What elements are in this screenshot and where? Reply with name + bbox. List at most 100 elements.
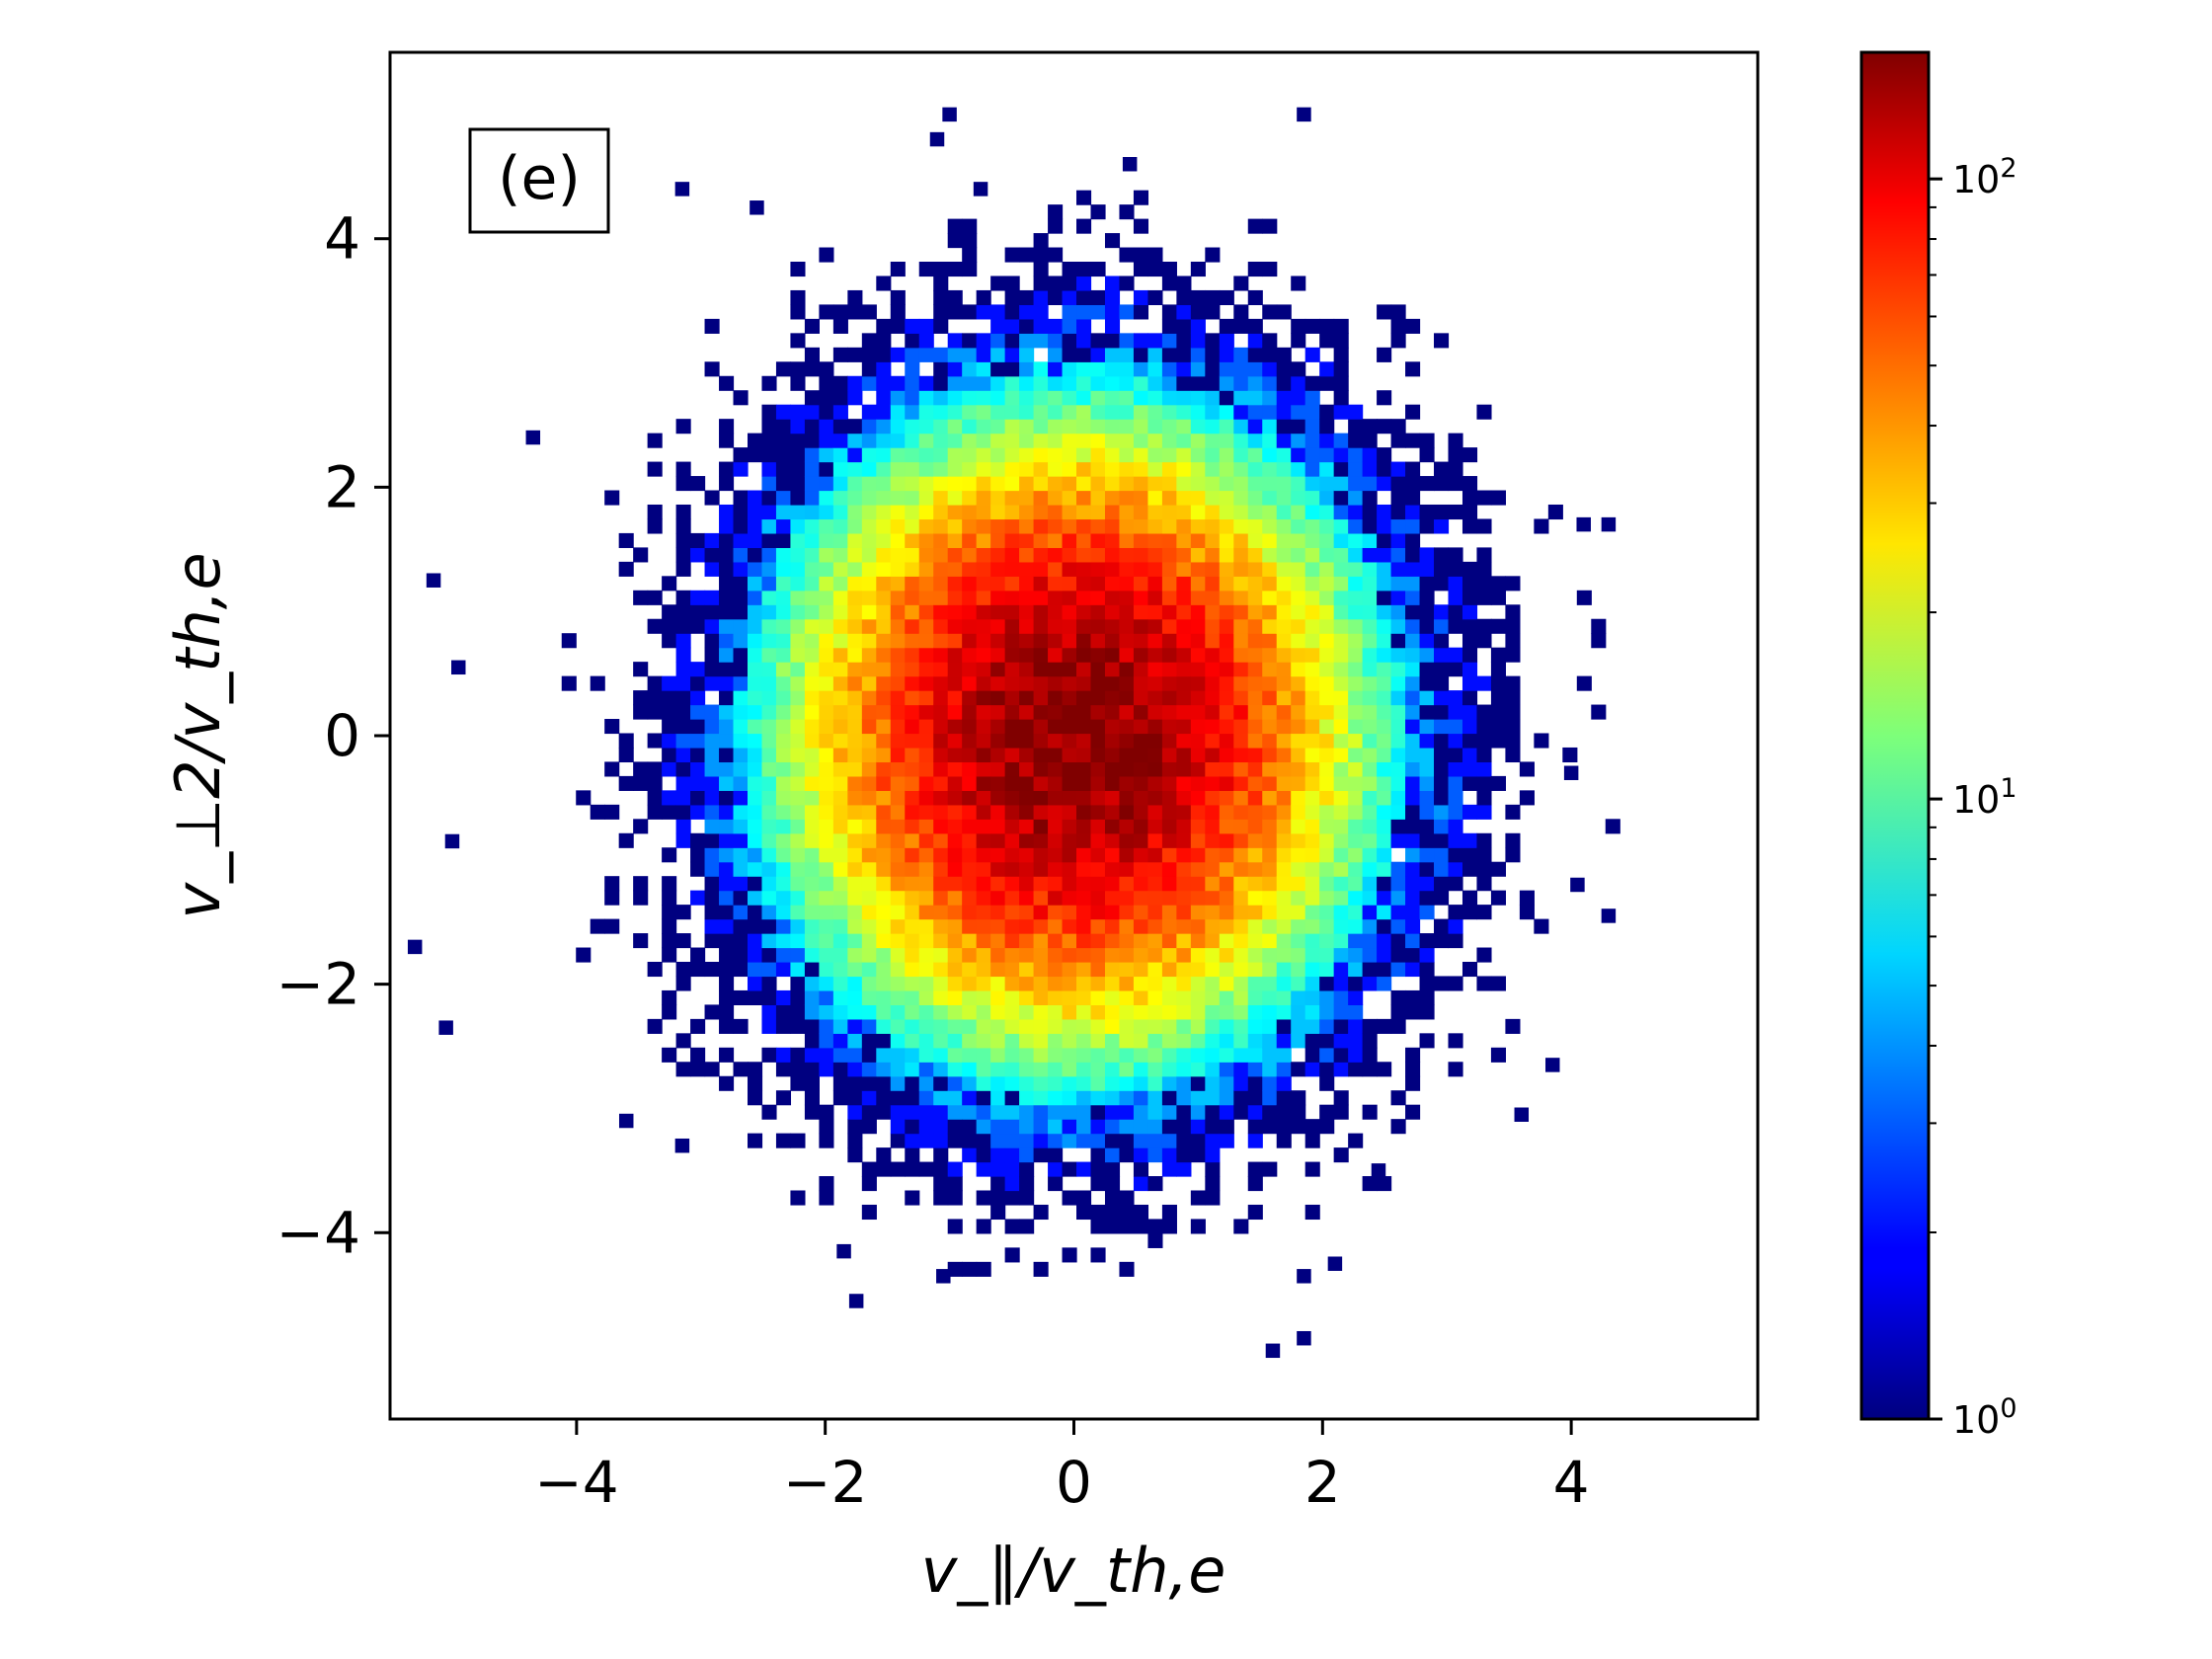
heatmap-cell: [1462, 733, 1478, 749]
heatmap-cell: [1048, 804, 1064, 820]
heatmap-cell: [662, 576, 677, 592]
heatmap-cell: [1262, 662, 1278, 677]
heatmap-cell: [1233, 747, 1249, 763]
heatmap-cell: [790, 989, 806, 1005]
heatmap-cell: [1276, 1075, 1292, 1091]
heatmap-cell: [1333, 1104, 1349, 1120]
heatmap-cell: [1147, 1004, 1163, 1020]
heatmap-cell: [861, 933, 877, 949]
heatmap-cell: [1419, 690, 1435, 706]
heatmap-cell: [1233, 1104, 1249, 1120]
heatmap-cell: [662, 604, 677, 620]
heatmap-cell: [890, 304, 906, 320]
heatmap-cell: [1348, 1018, 1364, 1034]
heatmap-cell: [832, 476, 848, 492]
heatmap-cell: [1076, 318, 1092, 334]
heatmap-cell: [1319, 461, 1335, 477]
heatmap-cell: [1004, 518, 1020, 534]
heatmap-cell: [1019, 933, 1035, 949]
heatmap-cell: [1233, 847, 1249, 863]
heatmap-cell: [1104, 1133, 1121, 1148]
heatmap-cell: [962, 961, 978, 978]
heatmap-cell: [947, 890, 963, 906]
heatmap-cell: [1377, 847, 1392, 863]
heatmap-cell: [790, 918, 806, 934]
heatmap-cell: [1205, 1147, 1221, 1163]
heatmap-cell: [1062, 461, 1077, 477]
heatmap-cell: [1333, 747, 1349, 763]
heatmap-cell: [1076, 518, 1092, 534]
heatmap-cell: [704, 747, 720, 763]
heatmap-cell: [933, 719, 949, 735]
heatmap-cell: [1348, 761, 1364, 777]
heatmap-cell: [1276, 461, 1292, 477]
heatmap-cell: [933, 704, 949, 720]
heatmap-cell: [747, 704, 763, 720]
heatmap-cell: [1219, 933, 1234, 949]
heatmap-cell: [1119, 404, 1135, 420]
heatmap-cell: [1090, 347, 1106, 362]
heatmap-cell: [1233, 1062, 1249, 1077]
heatmap-cell: [819, 576, 834, 592]
heatmap-cell: [1062, 361, 1077, 377]
heatmap-cell: [990, 905, 1006, 920]
heatmap-cell: [847, 647, 863, 663]
heatmap-cell: [1076, 1119, 1092, 1135]
heatmap-cell: [1104, 1176, 1121, 1192]
heatmap-cell: [1505, 675, 1521, 691]
heatmap-cell: [1048, 1147, 1064, 1163]
heatmap-cell: [1247, 1004, 1263, 1020]
heatmap-cell: [890, 518, 906, 534]
heatmap-cell: [1362, 775, 1378, 791]
heatmap-cell: [1076, 333, 1092, 349]
heatmap-cell: [933, 1133, 949, 1148]
heatmap-cell: [918, 905, 934, 920]
heatmap-cell: [976, 333, 991, 349]
heatmap-cell: [947, 819, 963, 834]
heatmap-cell: [1362, 918, 1378, 934]
heatmap-cell: [990, 662, 1006, 677]
heatmap-cell: [576, 947, 592, 963]
heatmap-cell: [1291, 761, 1306, 777]
heatmap-cell: [1133, 547, 1149, 563]
heatmap-cell: [847, 947, 863, 963]
heatmap-cell: [1304, 976, 1320, 991]
heatmap-cell: [1291, 433, 1306, 448]
heatmap-cell: [1233, 804, 1249, 820]
heatmap-cell: [1147, 690, 1163, 706]
heatmap-cell: [719, 775, 735, 791]
heatmap-cell: [847, 905, 863, 920]
heatmap-cell: [1004, 947, 1020, 963]
heatmap-cell: [1119, 247, 1135, 263]
heatmap-cell: [1019, 1219, 1035, 1234]
heatmap-cell: [933, 461, 949, 477]
heatmap-cell: [876, 790, 892, 806]
heatmap-cell: [990, 361, 1006, 377]
heatmap-cell: [1291, 675, 1306, 691]
heatmap-cell: [1119, 961, 1135, 978]
heatmap-cell: [747, 804, 763, 820]
heatmap-cell: [1448, 819, 1463, 834]
heatmap-cell: [819, 847, 834, 863]
heatmap-cell: [647, 733, 663, 749]
heatmap-cell: [1033, 390, 1049, 406]
heatmap-cell: [704, 804, 720, 820]
heatmap-cell: [1304, 918, 1320, 934]
heatmap-cell: [1119, 532, 1135, 548]
heatmap-cell: [1419, 633, 1435, 649]
heatmap-cell: [947, 604, 963, 620]
heatmap-cell: [1062, 933, 1077, 949]
heatmap-cell: [947, 1062, 963, 1077]
heatmap-cell: [1048, 561, 1064, 577]
heatmap-cell: [1048, 989, 1064, 1005]
heatmap-cell: [990, 790, 1006, 806]
heatmap-cell: [1161, 804, 1177, 820]
heatmap-cell: [1276, 861, 1292, 877]
heatmap-cell: [962, 633, 978, 649]
heatmap-cell: [1119, 590, 1135, 605]
heatmap-cell: [1262, 262, 1278, 277]
heatmap-cell: [1419, 989, 1435, 1005]
heatmap-cell-outlier: [1371, 1163, 1386, 1178]
heatmap-cell: [1562, 747, 1578, 763]
heatmap-cell: [819, 933, 834, 949]
